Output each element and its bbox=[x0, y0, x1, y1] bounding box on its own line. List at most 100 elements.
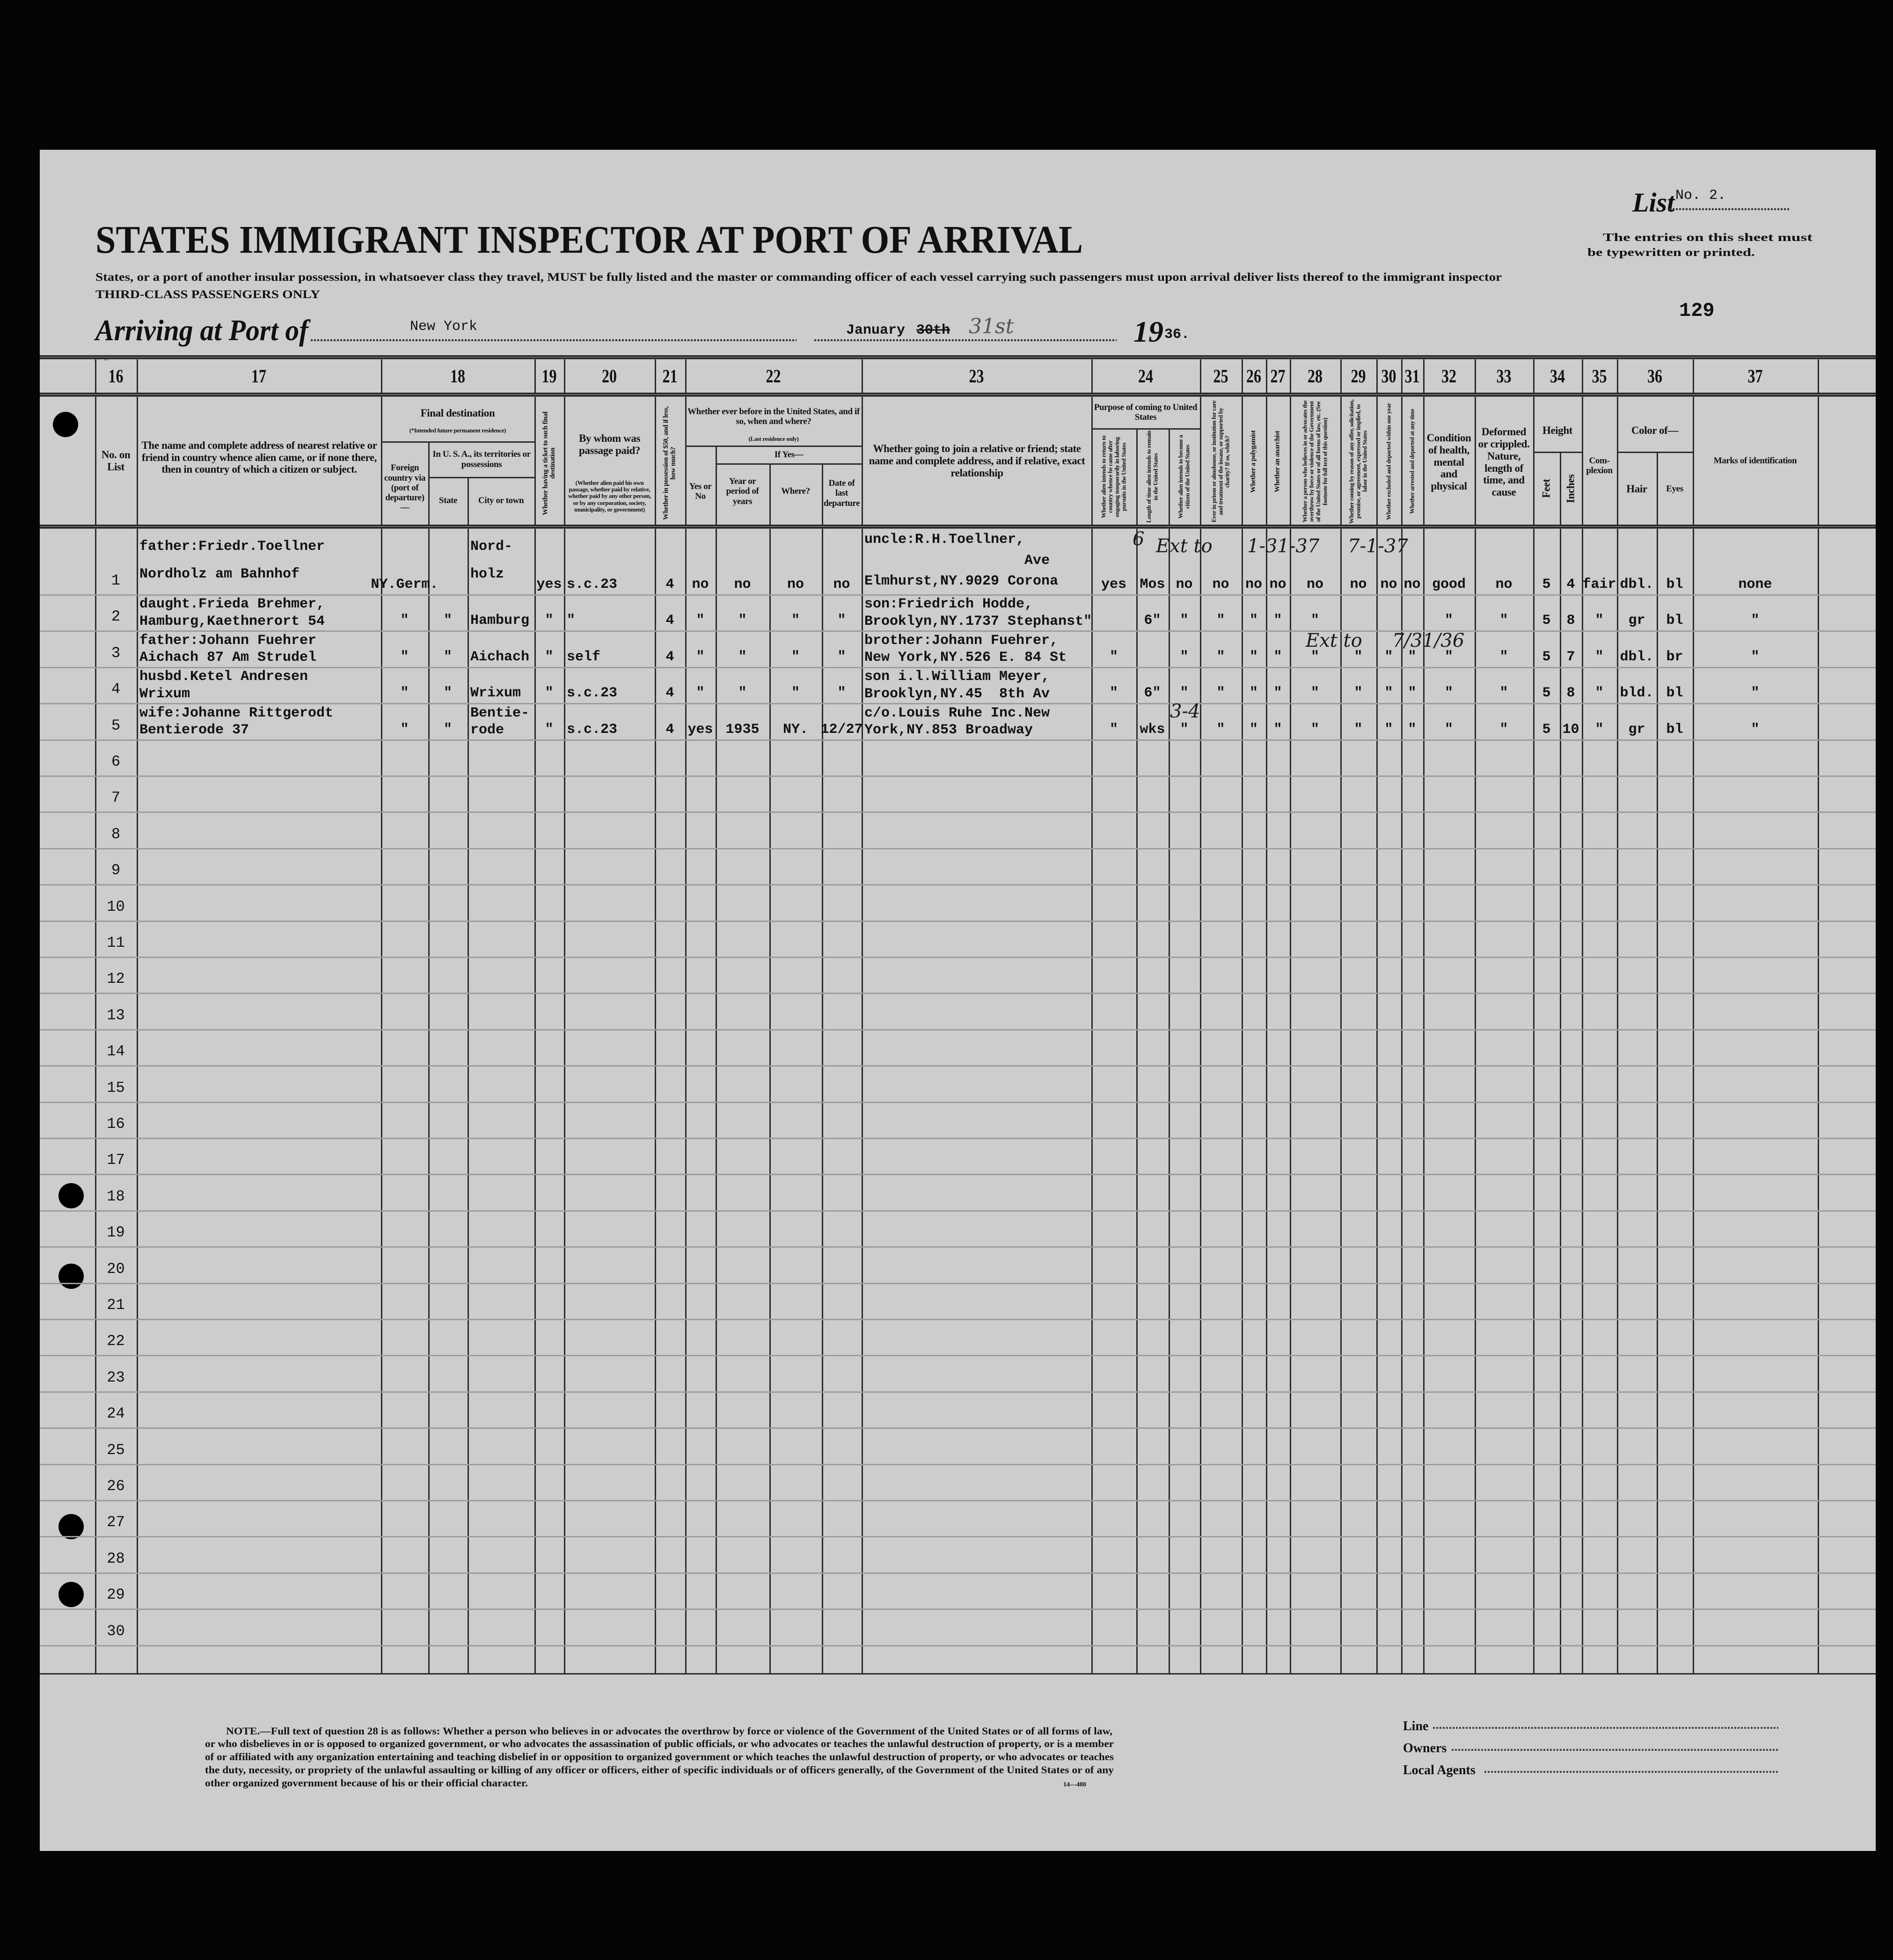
cell-foreign: NY.Germ. bbox=[371, 527, 438, 595]
cell-text: son:Friedrich Hodde, bbox=[864, 596, 1033, 613]
cell-inches: 10 bbox=[1560, 704, 1582, 740]
header-c26: Whether a polygamist bbox=[1243, 399, 1265, 524]
header-label: Ever in prison or almshouse, or institut… bbox=[1210, 400, 1231, 523]
cell-text: " bbox=[1273, 649, 1282, 665]
sheet-number: 129 bbox=[1679, 300, 1715, 322]
cell-deformed: " bbox=[1475, 631, 1533, 667]
header-label: (*Intended future permanent residence) bbox=[409, 426, 506, 434]
column-divider bbox=[1242, 357, 1243, 1673]
header-c29: Whether coming by reason of any offer, s… bbox=[1341, 399, 1375, 524]
header-label: Eyes bbox=[1666, 484, 1683, 494]
header-label: (Whether alien paid his own passage, whe… bbox=[568, 479, 651, 513]
cell-ticket: " bbox=[534, 631, 564, 667]
cell-eyes: bl bbox=[1657, 704, 1693, 740]
cell-arrested: " bbox=[1401, 668, 1423, 704]
row-rule bbox=[40, 1319, 1876, 1320]
column-number: 28 bbox=[1308, 366, 1323, 387]
cell-text: wife:Johanne Rittgerodt bbox=[139, 705, 334, 721]
cell-text: " bbox=[1180, 649, 1189, 665]
cell-text: " bbox=[1109, 685, 1118, 702]
cell-text: " bbox=[1444, 649, 1453, 665]
cell-overthrow: " bbox=[1290, 631, 1340, 667]
header-c21: Whether in possession of $50, and if les… bbox=[656, 402, 684, 524]
header-c22-note: (Last residence only) bbox=[687, 433, 860, 445]
cell-foreign: " bbox=[381, 704, 428, 740]
cell-anarchist: " bbox=[1266, 595, 1290, 631]
row-rule bbox=[40, 1427, 1876, 1429]
cell-text: Brooklyn,NY.45 8th Av bbox=[864, 686, 1050, 702]
header-c22-where: Where? bbox=[770, 468, 821, 515]
cell-name: husbd.Ketel Andresen Wrixum bbox=[137, 668, 381, 704]
row-number: 22 bbox=[107, 1332, 125, 1350]
cell-complexion: fair bbox=[1582, 527, 1617, 595]
cell-text: no bbox=[1245, 577, 1262, 592]
row-number: 13 bbox=[107, 1006, 125, 1024]
cell-join: brother:Johann Fuehrer, New York,NY.526 E… bbox=[862, 631, 1091, 667]
cell-text: 4 bbox=[665, 613, 674, 629]
column-number: 25 bbox=[1213, 366, 1228, 387]
cell-complexion: " bbox=[1582, 668, 1617, 704]
cell-text: 5 bbox=[1542, 721, 1551, 738]
header-c20-title: By whom was passage paid? bbox=[566, 421, 653, 468]
cell-excluded: " bbox=[1376, 631, 1401, 667]
column-number: 32 bbox=[1441, 366, 1456, 387]
header-label: Whether coming by reason of any offer, s… bbox=[1348, 399, 1368, 524]
cell-text: good bbox=[1432, 577, 1466, 592]
cell-text: " bbox=[837, 685, 846, 702]
cell-text: 5 bbox=[1542, 613, 1551, 629]
column-number: 24 bbox=[1138, 366, 1153, 387]
cell-text: " bbox=[1310, 649, 1319, 665]
header-c24a: Whether alien intends to return to count… bbox=[1092, 430, 1135, 524]
cell-text: " bbox=[696, 613, 705, 629]
column-divider bbox=[655, 357, 656, 1673]
row-number: 2 bbox=[111, 608, 121, 626]
cell-text: son i.l.William Meyer, bbox=[864, 669, 1050, 685]
header-label: Length of time alien intends to remain i… bbox=[1145, 431, 1159, 523]
cell-purpose-length: 6" bbox=[1136, 595, 1169, 631]
cell-excluded: " bbox=[1376, 668, 1401, 704]
row-number: 8 bbox=[111, 825, 121, 843]
handwritten-annotation: 1-31-37 bbox=[1247, 535, 1320, 557]
cell-money: 4 bbox=[655, 527, 685, 595]
cell-text: rode bbox=[470, 722, 504, 739]
header-group-rule bbox=[428, 477, 534, 478]
column-number: 18 bbox=[450, 366, 465, 387]
cell-text: " bbox=[738, 649, 747, 665]
header-c36-group: Color of— bbox=[1618, 417, 1692, 445]
cell-name: daught.Frieda Brehmer, Hamburg,Kaethneror… bbox=[137, 595, 381, 631]
subcolumn-divider bbox=[468, 477, 469, 1673]
cell-purpose-citizen: " bbox=[1169, 595, 1200, 631]
cell-paid-by: " bbox=[564, 595, 655, 631]
cell-text: bl bbox=[1666, 721, 1683, 738]
cell-text: br bbox=[1666, 649, 1683, 665]
cell-text: " bbox=[545, 721, 554, 738]
cell-text: " bbox=[1109, 649, 1118, 665]
column-number: 31 bbox=[1404, 366, 1420, 387]
handwritten-annotation: 7-1-37 bbox=[1348, 535, 1408, 557]
column-divider bbox=[1533, 357, 1535, 1673]
header-c32: Condition of health, mental and physical bbox=[1424, 421, 1474, 503]
cell-money: 4 bbox=[655, 631, 685, 667]
header-c18-usa: In U. S. A., its territories or possessi… bbox=[429, 444, 534, 475]
row-number: 1 bbox=[111, 572, 121, 589]
cell-text: holz bbox=[470, 566, 504, 583]
header-c28: Whether a person who believes in or advo… bbox=[1291, 399, 1339, 524]
cell-text: no bbox=[1403, 577, 1421, 592]
row-rule bbox=[40, 1500, 1876, 1501]
cell-polygamist: " bbox=[1242, 668, 1266, 704]
cell-text: 12/27 bbox=[820, 721, 863, 738]
column-number: 17 bbox=[251, 366, 266, 387]
cell-text: no bbox=[1212, 577, 1229, 592]
cell-text: " bbox=[837, 613, 846, 629]
cell-text: " bbox=[1273, 685, 1282, 702]
header-c33: Deformed or crippled. Nature, length of … bbox=[1476, 421, 1532, 503]
cell-before-yn: " bbox=[685, 595, 716, 631]
column-divider bbox=[1818, 357, 1819, 1673]
header-label: Hair bbox=[1626, 483, 1647, 495]
header-label: Whether having a ticket to such final de… bbox=[541, 411, 556, 515]
header-c18-state: State bbox=[429, 487, 468, 515]
cell-deformed: " bbox=[1475, 595, 1533, 631]
cell-text: Wrixum bbox=[470, 685, 521, 702]
form-subtitle: States, or a port of another insular pos… bbox=[95, 271, 1502, 284]
header-c24c: Whether alien intends to become a citize… bbox=[1169, 430, 1199, 524]
